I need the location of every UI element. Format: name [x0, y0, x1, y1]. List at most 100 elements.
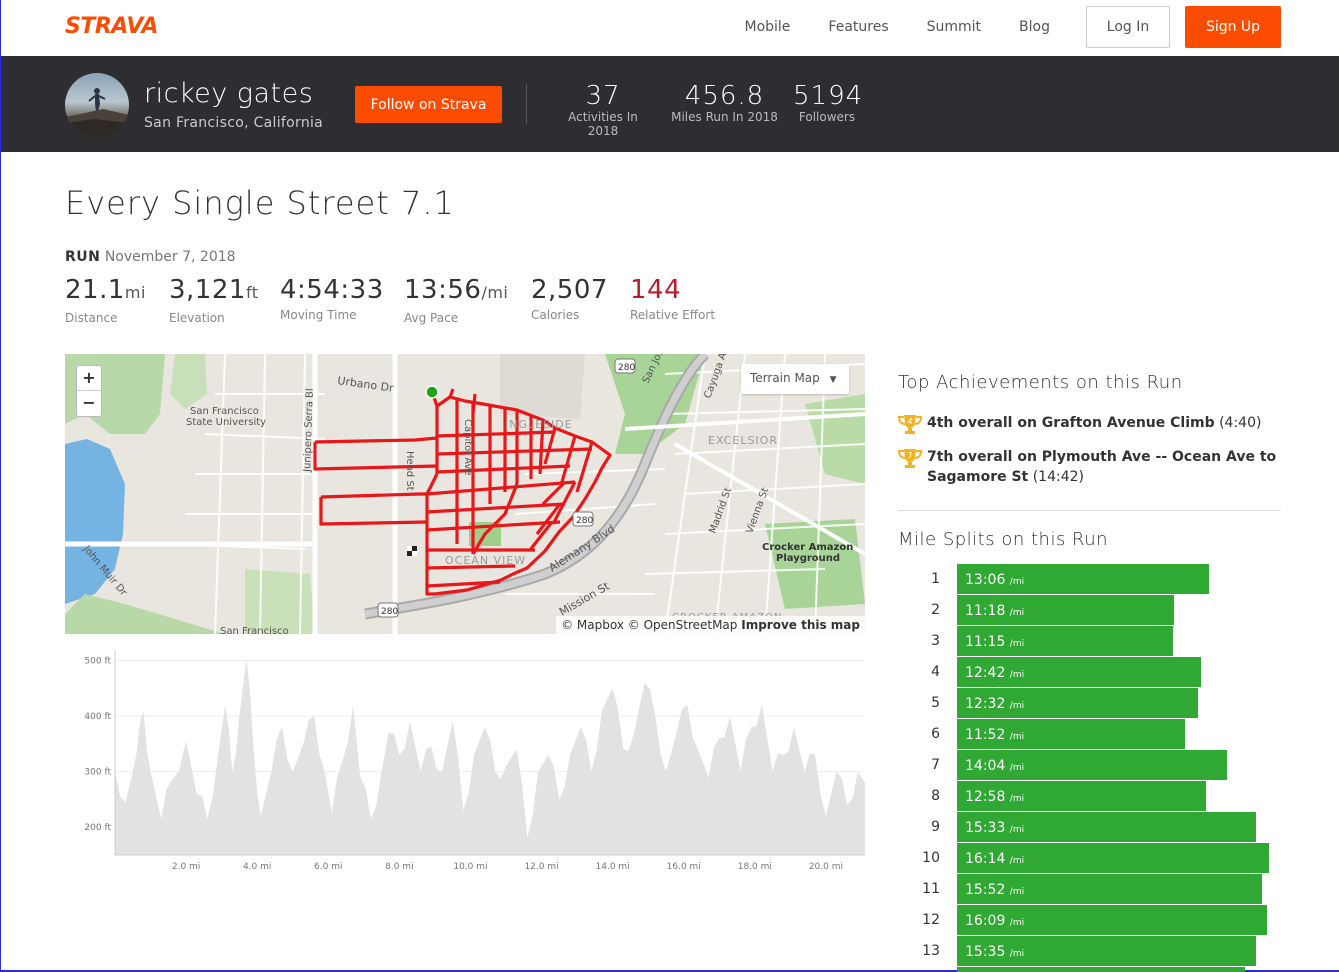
split-row[interactable]: 13 15:35 /mi	[898, 936, 1281, 967]
split-pace: 12:32	[965, 696, 1010, 712]
split-unit: /mi	[1009, 577, 1025, 587]
map-label-mission: Mission St	[557, 579, 612, 618]
stat-label: Miles Run In 2018	[671, 110, 778, 124]
stat-value: 37	[585, 81, 621, 111]
split-unit: /mi	[1009, 856, 1025, 866]
nav-link-blog[interactable]: Blog	[1019, 19, 1050, 35]
split-mile: 13	[922, 943, 940, 959]
terrain-map-dropdown[interactable]: Terrain Map ▼	[741, 364, 849, 394]
map-label-crocker-1: Crocker Amazon	[762, 542, 853, 553]
signup-button[interactable]: Sign Up	[1185, 6, 1281, 48]
split-unit: /mi	[1009, 763, 1025, 773]
metric-distance: 21.1mi Distance	[65, 274, 146, 325]
follow-button[interactable]: Follow on Strava	[355, 86, 502, 123]
split-mile: 9	[931, 819, 940, 835]
avatar[interactable]	[65, 73, 129, 137]
map-label-crocker-2: Playground	[776, 553, 840, 564]
metric-elevation: 3,121ft Elevation	[169, 274, 259, 325]
split-bar: 15:35 /mi	[957, 936, 1256, 966]
split-row[interactable]: 9 15:33 /mi	[898, 812, 1281, 843]
zoom-out-button[interactable]: −	[82, 393, 96, 412]
split-row[interactable]: 8 12:58 /mi	[898, 781, 1281, 812]
map-label-sf: San Francisco	[220, 626, 289, 634]
split-row[interactable]	[898, 967, 1281, 972]
nav-link-summit[interactable]: Summit	[926, 19, 982, 35]
split-row[interactable]: 6 11:52 /mi	[898, 719, 1281, 750]
activity-date: November 7, 2018	[104, 249, 236, 265]
achievement-time: (14:42)	[1032, 469, 1084, 485]
split-row[interactable]: 3 11:15 /mi	[898, 626, 1281, 657]
trophy-icon: 4	[898, 415, 922, 434]
split-bar: 14:04 /mi	[957, 750, 1227, 780]
split-mile: 5	[931, 695, 940, 711]
metric-label: Relative Effort	[630, 308, 716, 322]
split-row[interactable]: 11 15:52 /mi	[898, 874, 1281, 905]
metric-value: 3,121	[169, 275, 246, 305]
x-tick-label: 4.0 mi	[243, 862, 271, 872]
metric-moving-time: 4:54:33 Moving Time	[280, 274, 384, 322]
stat-followers: 5194 Followers	[793, 82, 862, 124]
map-label-head: Head St	[404, 451, 415, 491]
splits-title: Mile Splits on this Run	[898, 529, 1109, 550]
split-pace: 14:04	[965, 758, 1010, 774]
stat-label: Followers	[798, 110, 856, 124]
shield-label: 280	[381, 607, 398, 617]
athlete-header: rickey gates San Francisco, California F…	[1, 56, 1339, 152]
map-label-alemany: Alemany Blvd	[547, 522, 618, 574]
split-mile: 10	[922, 850, 940, 866]
map-label-madrid: Madrid St	[707, 486, 734, 535]
split-row[interactable]: 4 12:42 /mi	[898, 657, 1281, 688]
zoom-control: + −	[76, 365, 102, 417]
map-label-oceanview: OCEAN VIEW	[445, 554, 526, 567]
achievement-item[interactable]: 4 4th overall on Grafton Avenue Climb (4…	[898, 413, 1281, 434]
stat-label: Activities In 2018	[568, 110, 638, 138]
metric-label: Moving Time	[280, 308, 357, 322]
metric-label: Elevation	[169, 311, 225, 325]
split-mile: 4	[931, 664, 940, 680]
split-row[interactable]: 1 13:06 /mi	[898, 564, 1281, 595]
split-mile: 6	[931, 726, 940, 742]
nav-link-features[interactable]: Features	[828, 19, 889, 35]
map-label-sfsu-2: State University	[186, 417, 266, 428]
split-pace: 16:09	[965, 913, 1010, 929]
split-pace: 15:33	[965, 820, 1010, 836]
trophy-rank: 7	[907, 451, 912, 460]
split-pace: 13:06	[965, 572, 1010, 588]
split-unit: /mi	[1009, 639, 1025, 649]
athlete-location: San Francisco, California	[144, 115, 324, 131]
split-unit: /mi	[1009, 794, 1025, 804]
route-map[interactable]: Urbano Dr San Francisco State University …	[65, 354, 865, 634]
athlete-name[interactable]: rickey gates	[144, 78, 314, 109]
activity-title: Every Single Street 7.1	[65, 184, 455, 222]
elevation-chart[interactable]: 200 ft 300 ft 400 ft 500 ft 2.0 mi 4.0 mi 6.0 …	[65, 650, 865, 875]
login-button[interactable]: Log In	[1086, 6, 1170, 48]
improve-map-link[interactable]: Improve this map	[741, 618, 860, 632]
split-row[interactable]: 5 12:32 /mi	[898, 688, 1281, 719]
nav-link-mobile[interactable]: Mobile	[744, 19, 791, 35]
achievement-title[interactable]: 7th overall on Plymouth Ave -- Ocean Ave…	[927, 449, 1277, 485]
stats-divider	[526, 84, 527, 124]
map-label-sfsu-1: San Francisco	[190, 406, 259, 417]
metric-unit: ft	[245, 283, 259, 302]
achievement-title[interactable]: 4th overall on Grafton Avenue Climb	[927, 415, 1215, 431]
split-bar: 15:33 /mi	[957, 812, 1256, 842]
split-row[interactable]: 12 16:09 /mi	[898, 905, 1281, 936]
route-finish-marker	[407, 546, 417, 556]
attribution-text[interactable]: © Mapbox © OpenStreetMap	[561, 618, 738, 632]
activity-type-date: RUN November 7, 2018	[65, 249, 236, 265]
split-row[interactable]: 2 11:18 /mi	[898, 595, 1281, 626]
split-mile: 12	[922, 912, 940, 928]
y-tick-label: 500 ft	[84, 657, 111, 667]
split-bar: 11:52 /mi	[957, 719, 1185, 749]
split-bar: 11:15 /mi	[957, 626, 1173, 656]
zoom-in-button[interactable]: +	[77, 366, 101, 391]
nav-links: Mobile Features Summit Blog	[706, 19, 1050, 35]
split-row[interactable]: 7 14:04 /mi	[898, 750, 1281, 781]
split-row[interactable]: 10 16:14 /mi	[898, 843, 1281, 874]
map-canvas[interactable]: Urbano Dr San Francisco State University …	[65, 354, 865, 634]
metric-relative-effort: 144 Relative Effort	[630, 274, 715, 322]
strava-logo[interactable]: STRAVA	[65, 14, 158, 39]
achievement-item[interactable]: 7 7th overall on Plymouth Ave -- Ocean A…	[898, 447, 1281, 487]
x-tick-label: 16.0 mi	[667, 862, 701, 872]
map-label-sfsu: San Francisco State University	[186, 406, 266, 428]
